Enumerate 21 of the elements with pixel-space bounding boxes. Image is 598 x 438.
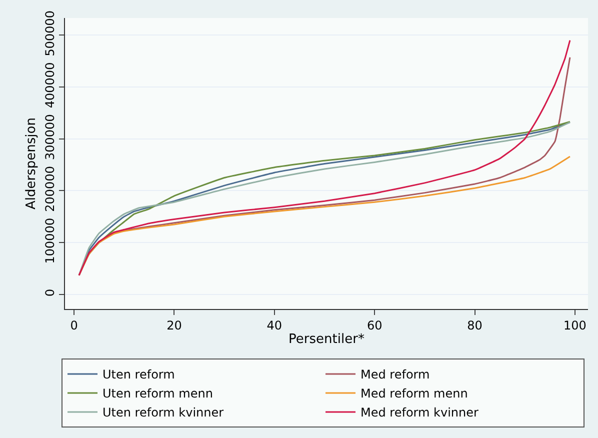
legend-label: Med reform kvinner xyxy=(360,406,478,420)
x-tick-label: 20 xyxy=(166,318,182,332)
legend-label: Uten reform xyxy=(102,368,175,382)
x-axis-title: Persentiler* xyxy=(288,332,365,347)
y-tick-label: 200000 xyxy=(43,166,58,212)
legend-label: Uten reform kvinner xyxy=(102,406,224,420)
y-tick-label: 400000 xyxy=(43,62,58,108)
line-series xyxy=(78,156,571,276)
y-axis-title: Alderspensjon xyxy=(24,118,40,210)
x-tick-label: 80 xyxy=(467,318,482,332)
legend-label: Med reform menn xyxy=(360,386,468,401)
legend-label: Med reform xyxy=(360,368,430,382)
legend-label: Uten reform menn xyxy=(102,386,213,401)
y-tick-label: 300000 xyxy=(43,114,58,160)
x-tick-label: 60 xyxy=(366,318,382,332)
y-tick-label: 500000 xyxy=(43,10,58,56)
x-tick-label: 40 xyxy=(266,318,282,332)
x-tick-label: 100 xyxy=(564,318,586,332)
y-tick-label: 0 xyxy=(43,288,58,296)
x-tick-label: 0 xyxy=(70,318,78,332)
y-tick-label: 100000 xyxy=(43,218,58,264)
